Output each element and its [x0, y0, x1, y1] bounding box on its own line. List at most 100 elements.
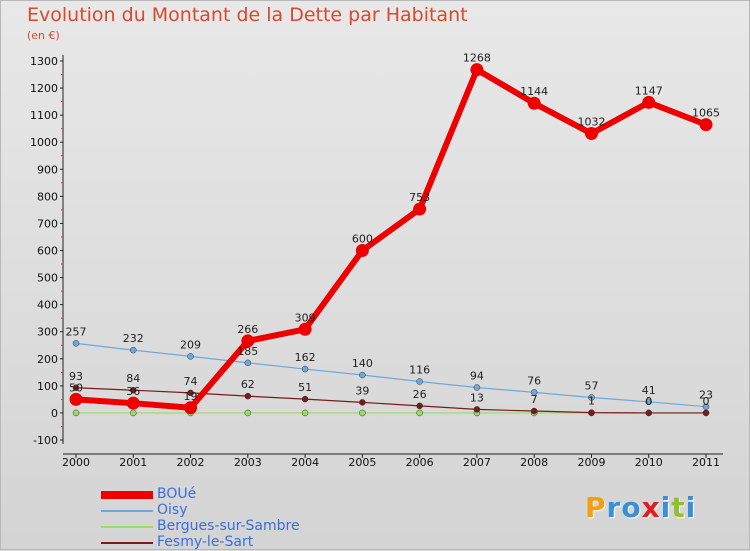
x-tick-label: 2009 — [577, 456, 605, 469]
x-tick-label: 2008 — [520, 456, 548, 469]
legend-label: Bergues-sur-Sambre — [157, 518, 300, 534]
data-label: 1268 — [463, 52, 491, 65]
data-label: 39 — [355, 384, 369, 397]
y-tick-label: 300 — [37, 326, 58, 339]
data-point — [359, 409, 366, 417]
data-label: 50 — [69, 381, 83, 394]
logo-letter: i — [685, 491, 697, 524]
data-point — [130, 386, 137, 394]
data-point — [130, 409, 137, 417]
data-label: 36 — [126, 385, 140, 398]
logo-letter: r — [606, 491, 622, 524]
proxiti-logo: Proxiti — [585, 491, 696, 524]
data-label: 1144 — [520, 85, 548, 98]
x-tick-label: 2007 — [463, 456, 491, 469]
data-point — [187, 353, 194, 360]
x-tick-label: 2005 — [348, 456, 376, 469]
y-tick-label: 400 — [37, 299, 58, 312]
data-point — [584, 127, 598, 141]
data-label: 23 — [699, 389, 713, 402]
legend-item: Fesmy-le-Sart — [101, 534, 401, 551]
x-tick-label: 2004 — [291, 456, 319, 469]
legend-label: BOUé — [157, 486, 197, 502]
y-tick-label: 1100 — [30, 109, 58, 122]
data-label: 1032 — [577, 116, 605, 129]
legend-label: Oisy — [157, 502, 188, 518]
legend-swatch — [101, 542, 153, 544]
data-point — [69, 392, 83, 406]
y-tick-label: 1000 — [30, 136, 58, 149]
data-label: 84 — [126, 372, 140, 385]
series-line — [75, 66, 708, 411]
data-point — [588, 409, 595, 416]
data-point — [645, 398, 652, 406]
logo-letter: t — [671, 491, 686, 524]
x-tick-label: 2000 — [62, 456, 90, 469]
data-point — [645, 409, 652, 417]
data-point — [359, 371, 366, 379]
y-tick-label: 1200 — [30, 82, 58, 95]
data-label: 162 — [295, 351, 316, 364]
data-point — [72, 409, 80, 417]
data-point — [642, 95, 656, 109]
data-label: 94 — [470, 369, 484, 382]
x-tick-label: 2003 — [234, 456, 262, 469]
data-point — [416, 409, 423, 417]
y-tick-label: 800 — [37, 190, 58, 203]
y-tick-label: 200 — [37, 353, 58, 366]
data-point — [72, 340, 80, 347]
data-point — [416, 402, 423, 410]
data-label: 266 — [237, 323, 258, 336]
data-point — [530, 407, 538, 415]
data-label: 232 — [123, 332, 144, 345]
data-point — [126, 396, 140, 410]
data-label: 51 — [298, 381, 312, 394]
logo-letter: i — [660, 491, 672, 524]
data-point — [359, 399, 366, 406]
series-line — [75, 387, 706, 414]
data-label: 140 — [352, 357, 373, 370]
data-label: 0 — [645, 395, 652, 408]
data-point — [301, 365, 309, 373]
legend-swatch — [101, 491, 153, 499]
data-label: 1147 — [635, 84, 663, 97]
data-label: 93 — [69, 370, 83, 383]
y-tick-label: 1300 — [30, 55, 58, 68]
data-label: 13 — [470, 391, 484, 404]
logo-letter: P — [585, 491, 607, 524]
logo-letter: o — [621, 491, 642, 524]
data-point — [241, 334, 255, 348]
data-point — [473, 384, 481, 391]
data-point — [416, 378, 423, 385]
data-label: 74 — [184, 375, 198, 388]
data-label: 257 — [66, 325, 87, 338]
data-point — [244, 392, 252, 400]
x-tick-label: 2002 — [177, 456, 205, 469]
x-tick-label: 2006 — [406, 456, 434, 469]
data-label: 309 — [295, 311, 316, 324]
data-label: 76 — [527, 374, 541, 387]
data-point — [470, 63, 484, 77]
y-tick-label: 100 — [37, 380, 58, 393]
x-tick-label: 2001 — [119, 456, 147, 469]
data-label: 116 — [409, 364, 430, 377]
unit-label: (en €) — [27, 29, 60, 42]
x-tick-label: 2011 — [692, 456, 720, 469]
data-label: 1065 — [692, 107, 720, 120]
series-line — [75, 342, 707, 408]
data-point — [530, 389, 538, 396]
legend-swatch — [101, 510, 153, 512]
y-tick-label: -100 — [33, 434, 58, 447]
data-point — [301, 409, 309, 417]
y-tick-label: 700 — [37, 217, 58, 230]
legend-label: Fesmy-le-Sart — [157, 534, 254, 550]
data-point — [702, 409, 710, 417]
logo-letter: x — [641, 491, 661, 524]
legend-item: Bergues-sur-Sambre — [101, 518, 401, 535]
legend-item: BOUé — [101, 486, 401, 503]
data-label: 0 — [703, 395, 710, 408]
data-label: 26 — [413, 388, 427, 401]
legend-item: Oisy — [101, 502, 401, 519]
